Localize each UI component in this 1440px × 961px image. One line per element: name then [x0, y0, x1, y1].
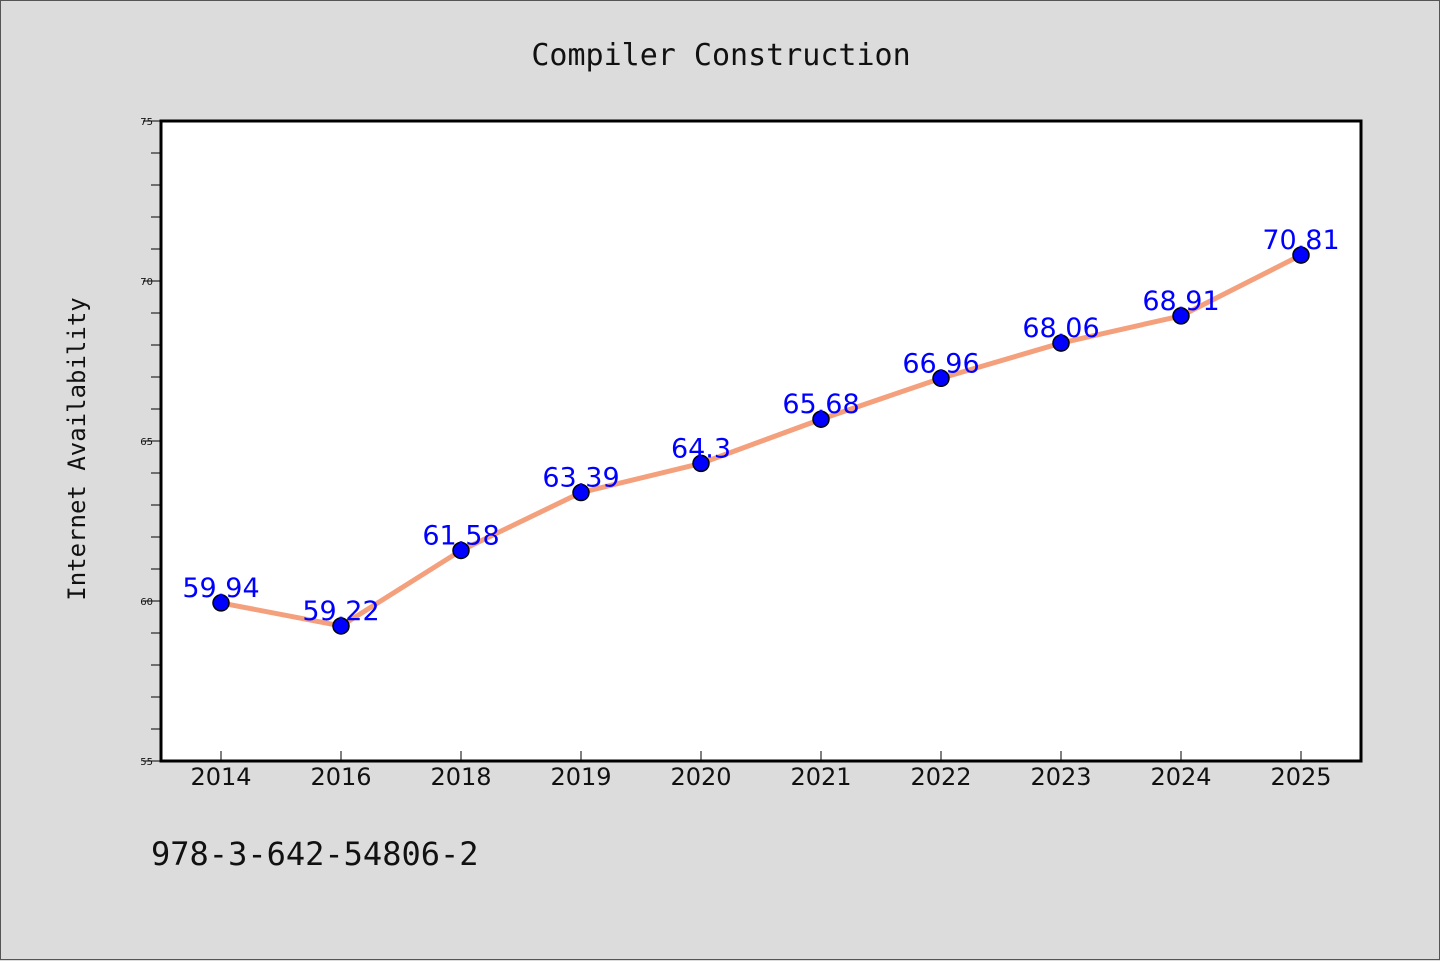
- x-tick-label: 2016: [310, 763, 371, 791]
- x-tick-label: 2021: [790, 763, 851, 791]
- data-point-marker: [212, 594, 230, 612]
- data-label: 64.3: [671, 433, 731, 464]
- series-group: 59.94 59.22 61.58 63.39 64.3 65.68 66.96 68.06 6…: [182, 225, 1340, 635]
- data-point-marker: [1292, 246, 1310, 264]
- x-tick-label: 2022: [910, 763, 971, 791]
- data-point-marker: [932, 369, 950, 388]
- y-axis-label: Internet Availability: [63, 297, 91, 600]
- data-point-marker: [1172, 307, 1190, 325]
- data-point-marker: [692, 454, 710, 473]
- x-tick-label: 2023: [1030, 763, 1091, 791]
- data-label: 59.22: [302, 596, 379, 627]
- chart-title: Compiler Construction: [531, 38, 910, 73]
- x-axis-ticks: 2014 2016 2018 2019 2020 2021 2022 2023 2024 2025: [190, 751, 1332, 791]
- y-tick-label: 55: [140, 757, 153, 768]
- data-label: 65.68: [782, 389, 859, 420]
- x-tick-label: 2024: [1150, 763, 1211, 791]
- x-tick-label: 2019: [550, 763, 611, 791]
- y-axis-ticks: 55 60 65 70 75: [140, 117, 161, 768]
- x-tick-label: 2014: [190, 763, 251, 791]
- x-tick-label: 2020: [670, 763, 731, 791]
- data-label: 59.94: [182, 573, 259, 604]
- x-tick-label: 2025: [1270, 763, 1331, 791]
- data-point-marker: [812, 410, 830, 428]
- data-point-marker: [332, 617, 350, 635]
- footer-isbn-text: 978-3-642-54806-2: [151, 835, 479, 873]
- data-label: 66.96: [902, 348, 979, 379]
- data-point-marker: [452, 541, 470, 560]
- data-label: 68.06: [1022, 313, 1099, 344]
- y-tick-label: 75: [140, 117, 153, 128]
- y-tick-label: 60: [140, 597, 153, 608]
- data-point-marker: [572, 483, 590, 502]
- x-tick-label: 2018: [430, 763, 491, 791]
- data-label: 61.58: [422, 520, 499, 551]
- data-label: 63.39: [542, 463, 619, 494]
- series-line: [218, 252, 1304, 629]
- y-tick-label: 70: [140, 277, 153, 288]
- y-tick-label: 65: [140, 437, 153, 448]
- data-label: 70.81: [1262, 225, 1339, 256]
- data-label: 68.91: [1142, 286, 1219, 317]
- data-point-marker: [1052, 334, 1070, 352]
